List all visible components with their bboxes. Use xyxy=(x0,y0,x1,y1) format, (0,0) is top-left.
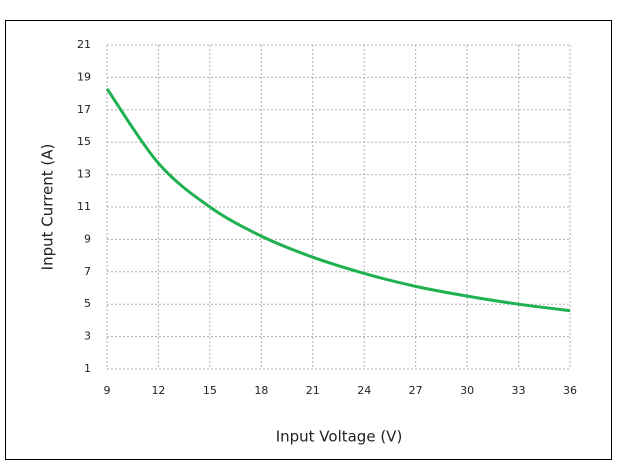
x-tick-label: 33 xyxy=(512,384,526,397)
y-tick-label: 3 xyxy=(84,330,91,343)
x-tick-label: 15 xyxy=(203,384,217,397)
data-line xyxy=(105,87,571,313)
x-tick-label: 9 xyxy=(104,384,111,397)
x-tick-label: 21 xyxy=(306,384,320,397)
y-tick-label: 9 xyxy=(84,232,91,245)
y-tick-label: 21 xyxy=(77,38,91,51)
x-tick-label: 30 xyxy=(460,384,474,397)
x-tick-label: 24 xyxy=(357,384,371,397)
y-tick-label: 5 xyxy=(84,297,91,310)
y-tick-label: 13 xyxy=(77,168,91,181)
y-tick-label: 17 xyxy=(77,103,91,116)
y-tick-label: 1 xyxy=(84,362,91,375)
x-tick-label: 18 xyxy=(254,384,268,397)
x-tick-label: 27 xyxy=(409,384,423,397)
y-tick-label: 11 xyxy=(77,200,91,213)
y-axis-title: Input Current (A) xyxy=(39,144,57,271)
x-axis-title: Input Voltage (V) xyxy=(276,428,403,446)
x-tick-label: 12 xyxy=(151,384,165,397)
y-tick-label: 7 xyxy=(84,265,91,278)
y-tick-label: 15 xyxy=(77,135,91,148)
x-tick-label: 36 xyxy=(563,384,577,397)
y-tick-label: 19 xyxy=(77,70,91,83)
